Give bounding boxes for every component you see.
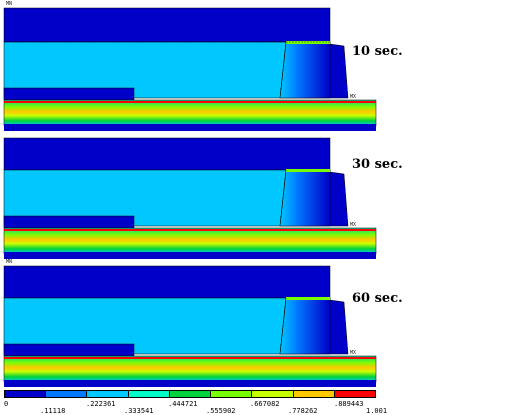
legend-swatch	[169, 391, 212, 397]
mn-marker: MN	[6, 1, 13, 7]
legend-colorbar	[4, 390, 376, 398]
mx-marker: MX	[350, 222, 357, 228]
legend-swatch	[293, 391, 335, 397]
contour-plot-1	[3, 7, 377, 131]
legend-tick: .11118	[40, 407, 66, 415]
legend-tick: .222361	[86, 400, 116, 408]
time-label-1: 10 sec.	[352, 44, 403, 59]
legend-tick: .555902	[206, 407, 236, 415]
legend-tick: 0	[4, 400, 9, 408]
legend-swatch	[334, 391, 376, 397]
legend-swatch	[46, 391, 88, 397]
contour-panel-2: MX	[0, 134, 377, 261]
legend-swatch	[252, 391, 294, 397]
legend-tick: 1.001	[366, 407, 388, 415]
legend-swatch	[128, 391, 170, 397]
contour-panel-3: MN MX	[0, 259, 377, 389]
legend-tick: .889443	[334, 400, 364, 408]
legend-tick: .333541	[124, 407, 154, 415]
legend-tick: .444721	[168, 400, 198, 408]
time-label-3: 60 sec.	[352, 291, 403, 306]
time-label-2: 30 sec.	[352, 157, 403, 172]
contour-plot-2	[3, 137, 377, 259]
mn-marker: MN	[6, 259, 13, 265]
mx-marker: MX	[350, 94, 357, 100]
contour-panel-1: MN MX	[0, 1, 377, 133]
legend-tick: .667082	[250, 400, 280, 408]
legend-swatch	[4, 391, 47, 397]
mx-marker: MX	[350, 350, 357, 356]
contour-plot-3	[3, 265, 377, 387]
legend-swatch	[211, 391, 253, 397]
legend-swatch	[87, 391, 129, 397]
legend-tick: .778262	[288, 407, 318, 415]
